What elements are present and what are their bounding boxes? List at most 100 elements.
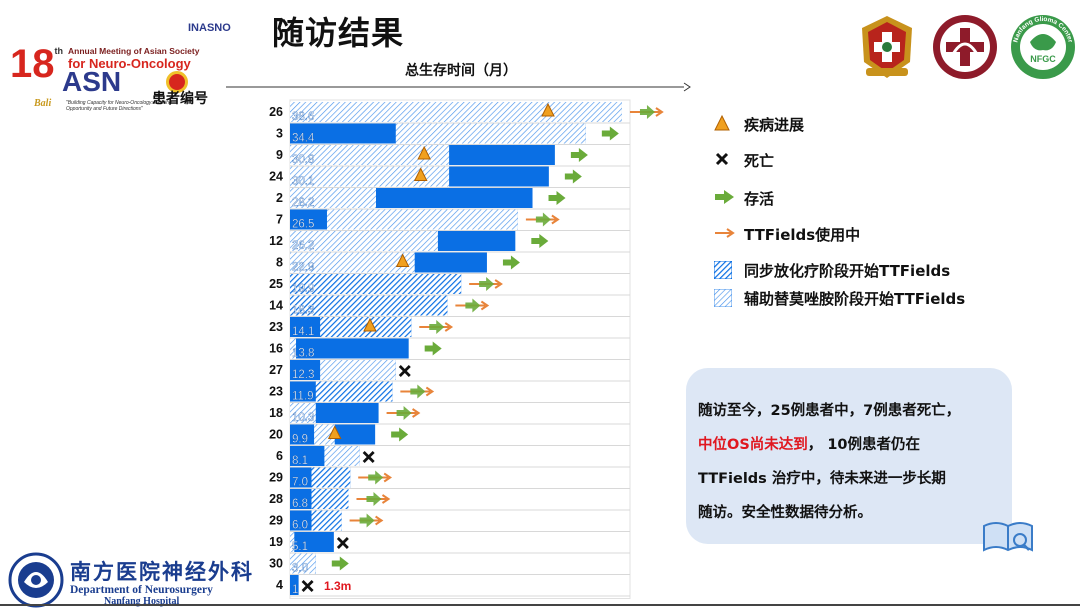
bar-hatch-segment xyxy=(311,510,342,531)
ttfields-arrow-icon xyxy=(381,494,391,504)
patient-id-label: 18 xyxy=(269,406,283,420)
inasno-logo: INASNO xyxy=(188,22,231,34)
death-cross-icon xyxy=(362,451,375,463)
bar-value-label: 11.9 xyxy=(292,391,314,403)
nfgc-emblem-icon: NFGC Nanfang Glioma Center xyxy=(1011,15,1075,79)
hospital-emblem-icon xyxy=(862,16,912,78)
bar-value-label: 30.8 xyxy=(292,154,314,166)
hospital-name-en-2: Nanfang Hospital xyxy=(104,596,180,607)
alive-arrow-icon xyxy=(715,190,734,204)
ttfields-arrow-icon xyxy=(551,214,560,225)
bar-hatch-segment xyxy=(290,102,622,122)
bar-hatch-segment xyxy=(320,360,396,380)
bar-hatch-segment xyxy=(290,188,376,208)
progression-triangle-icon xyxy=(714,115,730,131)
alive-arrow-icon xyxy=(391,427,409,442)
bar-hatch-segment xyxy=(290,338,297,359)
bar-value-label: 22.9 xyxy=(292,262,314,274)
ttfields-arrow-icon xyxy=(494,279,503,289)
patient-id-label: 27 xyxy=(269,363,283,377)
bar-value-label: 26.2 xyxy=(292,240,314,252)
death-cross-icon xyxy=(715,152,729,166)
bar-value-label: 6.8 xyxy=(292,498,308,510)
alive-arrow-icon xyxy=(359,513,375,528)
ttfields-arrow-icon xyxy=(715,228,735,238)
bar-value-label: 8.1 xyxy=(292,455,308,467)
alive-arrow-icon xyxy=(465,298,481,313)
light-hatch-swatch-icon xyxy=(714,289,732,307)
patient-id-label: 23 xyxy=(269,385,283,399)
alive-arrow-icon xyxy=(424,341,442,356)
alive-arrow-icon xyxy=(601,126,619,141)
patient-id-label: 24 xyxy=(269,170,283,184)
patient-id-label: 2 xyxy=(276,191,283,205)
bar-hatch-segment xyxy=(395,123,586,144)
bar-value-label: 5.1 xyxy=(292,541,308,553)
alive-arrow-icon xyxy=(564,169,582,184)
patient-id-label: 26 xyxy=(269,105,283,119)
bar-hatch-segment xyxy=(290,295,448,316)
bar-hatch-segment xyxy=(290,145,450,165)
hospital-name-en-1: Department of Neurosurgery xyxy=(70,584,213,596)
summary-line-2: 中位OS尚未达到， 10例患者仍在 xyxy=(698,437,921,453)
bar-value-label: 12.3 xyxy=(292,369,314,381)
asno-society-text: for Neuro-Oncology xyxy=(68,56,191,71)
alive-arrow-icon xyxy=(368,470,384,485)
progression-triangle-icon xyxy=(363,317,377,332)
ttfields-arrow-icon xyxy=(375,515,384,526)
progression-triangle-icon xyxy=(327,425,342,439)
patient-id-label: 19 xyxy=(269,535,283,549)
patient-id-label: 4 xyxy=(276,578,283,592)
patient-id-label: 29 xyxy=(269,514,283,528)
bar-hatch-segment xyxy=(290,274,462,294)
bar-hatch-segment xyxy=(290,252,415,273)
asno-globe-icon xyxy=(166,71,188,93)
patient-id-label: 6 xyxy=(276,449,283,463)
patient-id-label: 9 xyxy=(276,148,283,162)
bar-value-label: 28.2 xyxy=(292,197,314,209)
asno-number: 18th xyxy=(10,42,63,86)
patient-id-label: 12 xyxy=(269,234,283,248)
progression-triangle-icon xyxy=(395,253,410,267)
bar-value-label: 38.6 xyxy=(292,111,314,123)
bar-value-label: 13.8 xyxy=(292,348,314,360)
summary-line-4: 随访。安全性数据待分析。 xyxy=(698,505,872,521)
progression-triangle-icon xyxy=(541,102,555,117)
bar-value-label: 1 xyxy=(292,584,298,596)
inasno-sno-text: SNO xyxy=(206,22,231,34)
progression-triangle-icon xyxy=(417,145,431,160)
book-search-icon xyxy=(983,522,1033,552)
bar-solid xyxy=(290,575,299,595)
nfgc-logo-text: NFGC xyxy=(1030,54,1056,64)
x-axis-arrow-icon xyxy=(683,82,691,92)
bar-value-label: 6.0 xyxy=(292,520,308,532)
nanfang-hospital-logo-icon xyxy=(8,552,64,608)
bar-hatch-segment xyxy=(326,209,518,230)
page-title: 随访结果 xyxy=(272,14,405,52)
alive-arrow-icon xyxy=(548,191,566,205)
patient-id-label: 23 xyxy=(269,320,283,334)
bottom-divider xyxy=(0,604,1080,606)
bar-value-label: 3.0 xyxy=(292,563,308,575)
alive-arrow-icon xyxy=(531,234,549,248)
patient-id-label: 8 xyxy=(276,256,283,270)
alive-arrow-icon xyxy=(535,212,551,227)
ttfields-arrow-icon xyxy=(425,386,435,397)
ttfields-arrow-icon xyxy=(383,472,393,483)
patient-id-label: 16 xyxy=(269,342,283,356)
medical-cross-emblem-icon xyxy=(933,15,997,79)
alive-arrow-icon xyxy=(331,556,349,571)
alive-arrow-icon xyxy=(396,406,412,420)
alive-arrow-icon xyxy=(366,492,382,506)
hospital-name-cn: 南方医院神经外科 xyxy=(70,559,254,584)
bar-value-label: 34.4 xyxy=(292,133,315,145)
bar-hatch-segment xyxy=(311,467,351,488)
summary-line-1: 随访至今，25例患者中，7例患者死亡， xyxy=(698,403,961,419)
alive-arrow-icon xyxy=(639,105,655,119)
bar-value-label: 14.1 xyxy=(292,326,314,338)
bar-hatch-segment xyxy=(290,403,316,423)
death-cross-icon xyxy=(336,537,349,549)
summary-line-3: TTFields 治疗中，待未来进一步长期 xyxy=(698,471,946,487)
alive-arrow-icon xyxy=(410,384,426,399)
death-cross-icon xyxy=(398,365,411,377)
